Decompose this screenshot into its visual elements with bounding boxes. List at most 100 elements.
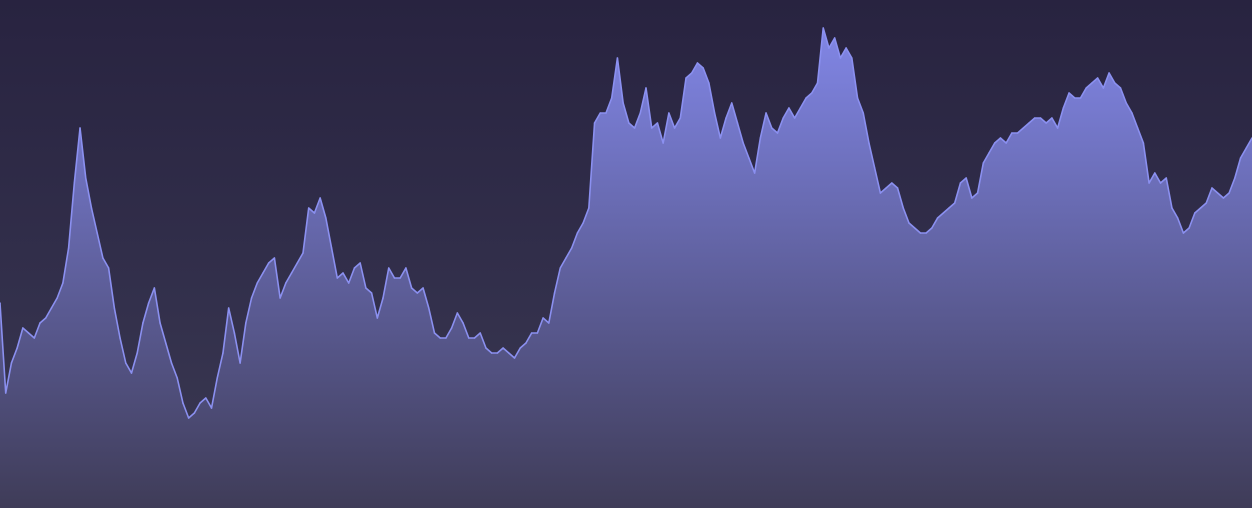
data-point xyxy=(84,177,87,179)
data-point xyxy=(891,182,893,184)
data-point xyxy=(742,142,744,144)
data-point xyxy=(496,352,499,354)
data-point xyxy=(4,392,7,394)
data-point xyxy=(67,247,70,249)
data-point xyxy=(908,222,910,224)
data-point xyxy=(725,117,727,119)
series-area-fill xyxy=(0,28,1252,508)
data-point xyxy=(124,362,127,364)
data-point xyxy=(1148,182,1150,184)
data-point xyxy=(164,342,167,344)
data-point xyxy=(1108,72,1110,74)
data-point xyxy=(993,142,996,144)
data-point xyxy=(765,112,767,114)
data-point xyxy=(628,122,630,124)
data-point xyxy=(290,272,293,274)
data-point xyxy=(130,372,133,374)
data-point xyxy=(719,137,722,139)
data-point xyxy=(1205,202,1208,204)
data-point xyxy=(828,47,830,49)
data-point xyxy=(1222,197,1225,199)
data-point xyxy=(530,332,533,334)
data-point xyxy=(1073,97,1076,99)
data-point xyxy=(868,142,870,144)
data-point xyxy=(427,307,430,309)
data-point xyxy=(736,122,739,124)
data-point xyxy=(1011,132,1013,134)
data-point xyxy=(730,102,733,104)
data-point xyxy=(410,287,413,289)
data-point xyxy=(1159,182,1162,184)
data-point xyxy=(182,402,184,404)
data-point xyxy=(353,267,356,269)
data-point xyxy=(313,212,316,214)
data-point xyxy=(245,322,247,324)
data-point xyxy=(279,297,281,299)
data-point xyxy=(296,262,299,264)
data-point xyxy=(33,337,36,339)
data-point xyxy=(319,197,321,199)
data-point xyxy=(656,122,659,124)
data-point xyxy=(708,82,710,84)
data-point xyxy=(1119,87,1122,89)
data-point xyxy=(542,317,544,319)
data-point xyxy=(605,112,607,114)
data-point xyxy=(748,157,750,159)
data-point xyxy=(696,62,699,64)
data-point xyxy=(359,262,361,264)
data-point xyxy=(811,92,813,94)
data-point xyxy=(896,187,899,189)
data-point xyxy=(262,272,264,274)
data-point xyxy=(0,302,1,304)
data-point xyxy=(793,117,796,119)
data-point xyxy=(1182,232,1185,234)
data-point xyxy=(107,267,110,269)
data-point xyxy=(536,332,539,334)
data-point xyxy=(668,112,670,114)
data-point xyxy=(919,232,922,234)
data-point xyxy=(16,347,18,349)
data-point xyxy=(913,227,916,229)
data-point xyxy=(450,327,453,329)
data-point xyxy=(1211,187,1213,189)
data-point xyxy=(788,107,790,109)
data-point xyxy=(62,282,64,284)
data-point xyxy=(999,137,1002,139)
data-point xyxy=(988,152,990,154)
data-point xyxy=(673,127,676,129)
data-point xyxy=(782,117,785,119)
data-point xyxy=(1176,217,1179,219)
data-point xyxy=(393,277,396,279)
data-point xyxy=(805,97,807,99)
data-point xyxy=(650,127,653,129)
data-point xyxy=(153,287,156,289)
data-point xyxy=(1039,117,1042,119)
data-point xyxy=(187,417,190,419)
data-point xyxy=(925,232,927,234)
data-point xyxy=(222,352,224,354)
data-point xyxy=(96,232,98,234)
data-point xyxy=(502,347,504,349)
data-point xyxy=(142,322,144,324)
data-point xyxy=(702,67,704,69)
data-point xyxy=(845,47,847,49)
data-point xyxy=(1102,87,1105,89)
data-point xyxy=(102,257,104,259)
data-point xyxy=(44,317,47,319)
data-point xyxy=(467,337,470,339)
data-point xyxy=(799,107,802,109)
data-point xyxy=(1125,102,1128,104)
data-point xyxy=(22,327,24,329)
data-point xyxy=(593,122,596,124)
data-point xyxy=(422,287,424,289)
data-point xyxy=(1234,177,1236,179)
data-point xyxy=(205,397,207,399)
data-point xyxy=(113,307,116,309)
data-point xyxy=(227,307,230,309)
data-point xyxy=(1136,127,1139,129)
data-point xyxy=(365,287,367,289)
data-point xyxy=(633,127,636,129)
data-point xyxy=(159,322,161,324)
data-point xyxy=(776,132,779,134)
